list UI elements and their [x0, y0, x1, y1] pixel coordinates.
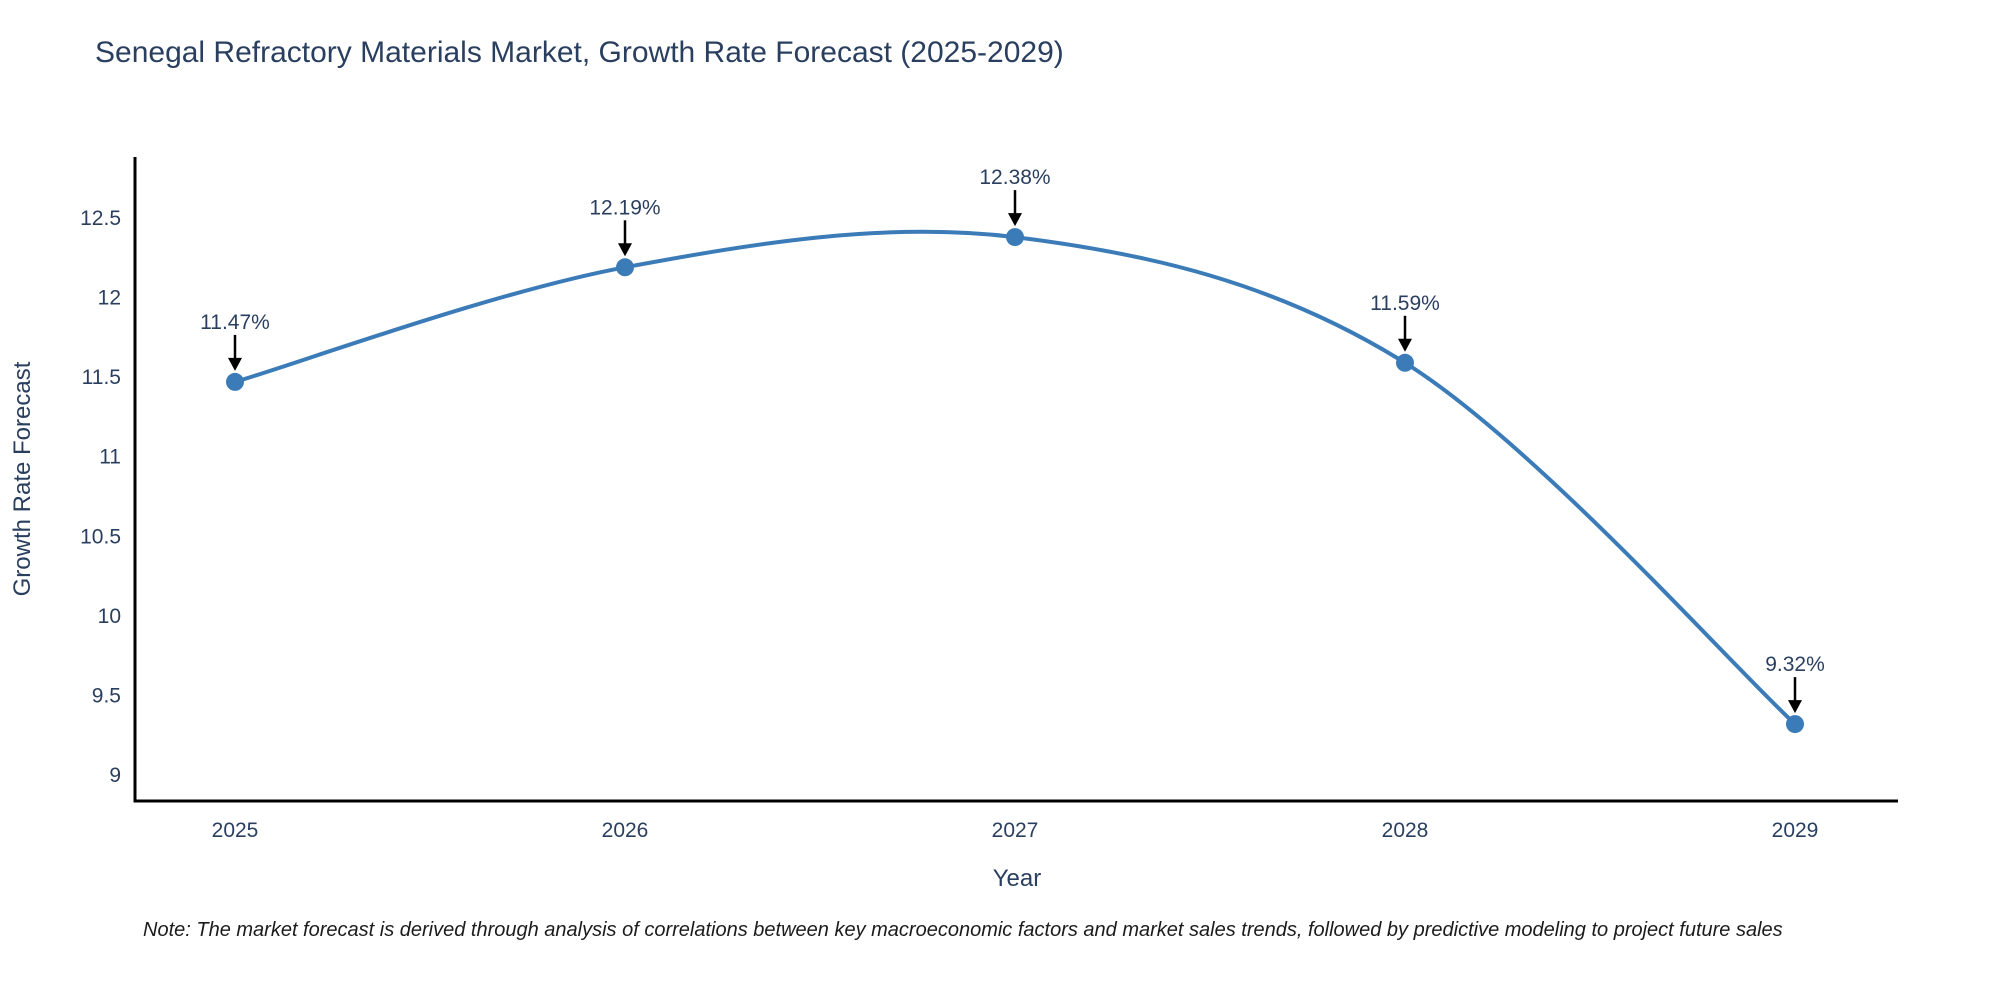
annotation-label: 11.47%: [200, 311, 270, 334]
x-tick-label: 2028: [1382, 819, 1429, 842]
data-point-marker: [1396, 353, 1414, 372]
data-point-marker: [1786, 715, 1804, 734]
annotation-arrowhead: [1398, 338, 1412, 352]
annotation-arrowhead: [228, 357, 242, 371]
annotation-label: 11.59%: [1370, 292, 1440, 315]
annotation-arrowhead: [1788, 700, 1802, 714]
x-tick-label: 2025: [212, 819, 259, 842]
y-tick-label: 10: [98, 605, 121, 628]
annotation-label: 12.38%: [979, 166, 1050, 189]
y-tick-label: 12.5: [80, 207, 121, 230]
y-tick-label: 9.5: [92, 684, 121, 707]
y-tick-label: 11: [99, 446, 121, 469]
series-line: [233, 229, 1797, 727]
x-tick-label: 2027: [992, 819, 1039, 842]
annotation-arrowhead: [1008, 213, 1022, 227]
annotation-label: 9.32%: [1765, 653, 1825, 676]
y-tick-label: 11.5: [82, 366, 121, 389]
annotation-arrowhead: [618, 243, 632, 257]
data-point-marker: [1006, 228, 1024, 247]
y-tick-label: 9: [109, 764, 121, 787]
x-tick-label: 2026: [602, 819, 649, 842]
data-point-marker: [616, 258, 634, 277]
y-axis-title: Growth Rate Forecast: [9, 361, 36, 596]
annotation-label: 12.19%: [589, 196, 660, 219]
data-point-marker: [226, 372, 244, 391]
x-tick-label: 2029: [1772, 819, 1819, 842]
footnote: Note: The market forecast is derived thr…: [143, 919, 1783, 941]
y-tick-label: 12: [98, 287, 121, 310]
x-axis-title: Year: [993, 865, 1042, 892]
y-tick-label: 10.5: [80, 525, 121, 548]
chart-title: Senegal Refractory Materials Market, Gro…: [95, 36, 1064, 69]
